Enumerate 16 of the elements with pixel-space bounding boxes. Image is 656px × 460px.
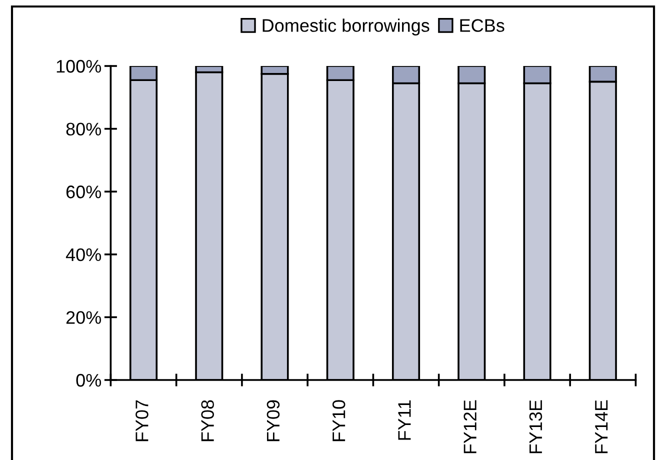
x-tick-label: FY13E xyxy=(529,400,542,454)
x-tick-label: FY11 xyxy=(398,400,411,440)
x-tick-label: FY10 xyxy=(332,400,346,442)
legend-label: ECBs xyxy=(460,19,504,32)
y-tick-label: 40% xyxy=(66,248,102,262)
x-tick-label: FY09 xyxy=(266,400,280,442)
y-tick-label: 80% xyxy=(66,122,102,136)
legend-label: Domestic borrowings xyxy=(262,18,430,36)
x-tick-label: FY07 xyxy=(136,400,148,442)
y-tick-label: 60% xyxy=(66,186,102,198)
x-tick-label: FY08 xyxy=(201,400,214,442)
y-tick-label: 100% xyxy=(56,60,102,73)
x-tick-label: FY12E xyxy=(464,400,476,454)
x-tick-label: FY14E xyxy=(595,400,608,454)
y-tick-label: 20% xyxy=(66,311,102,324)
y-tick-label: 0% xyxy=(76,374,102,387)
